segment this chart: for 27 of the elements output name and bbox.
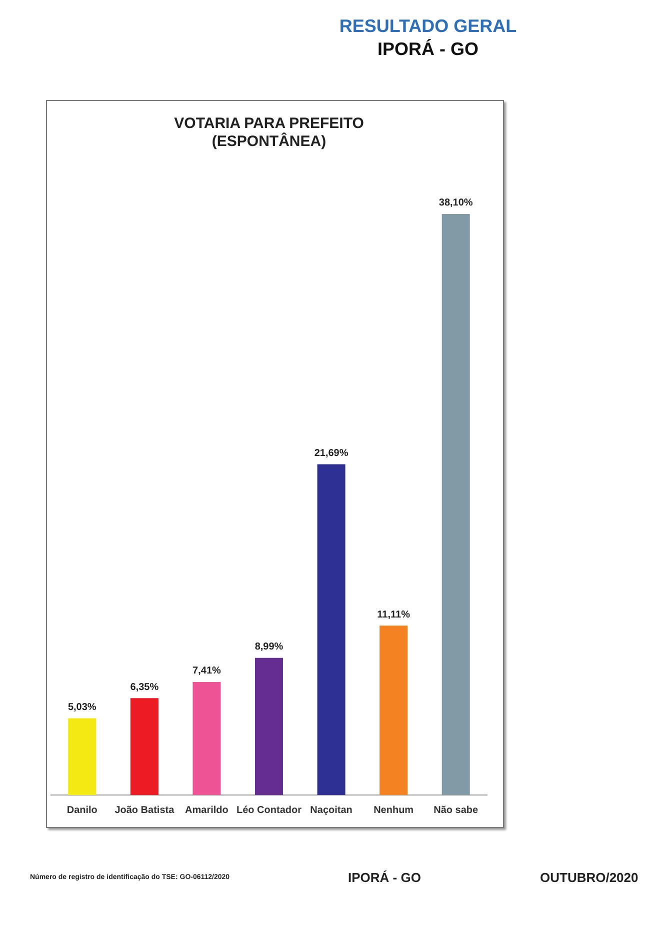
data-label: 21,69% [314, 448, 348, 459]
x-tick-label: João Batista [114, 804, 175, 816]
chart-title: VOTARIA PARA PREFEITO [174, 115, 364, 132]
data-label: 38,10% [438, 198, 473, 209]
data-label: 6,35% [130, 682, 159, 693]
bar [192, 682, 221, 795]
bar [317, 464, 346, 795]
data-label: 11,11% [377, 609, 410, 620]
x-tick-label: Nenhum [374, 804, 414, 816]
chart-subtitle: (ESPONTÂNEA) [212, 132, 326, 150]
x-tick-label: Amarildo [185, 804, 228, 816]
bar [68, 718, 96, 795]
x-tick-label: Danilo [66, 804, 98, 816]
x-tick-label: Naçoitan [310, 804, 352, 816]
data-label: 5,03% [68, 702, 96, 714]
x-tick-label: Léo Contador [236, 804, 302, 816]
x-tick-label: Não sabe [434, 804, 479, 816]
text: OUTUBRO/2020 [540, 870, 638, 885]
bar [380, 626, 408, 795]
bar [254, 658, 284, 795]
bar [442, 214, 470, 795]
bar [130, 698, 158, 795]
text: RESULTADO GERAL [338, 16, 518, 37]
text: IPORÁ - GO [376, 39, 480, 60]
data-label: 7,41% [192, 666, 221, 677]
text: IPORÁ - GO [348, 870, 421, 885]
data-label: 8,99% [254, 642, 284, 653]
